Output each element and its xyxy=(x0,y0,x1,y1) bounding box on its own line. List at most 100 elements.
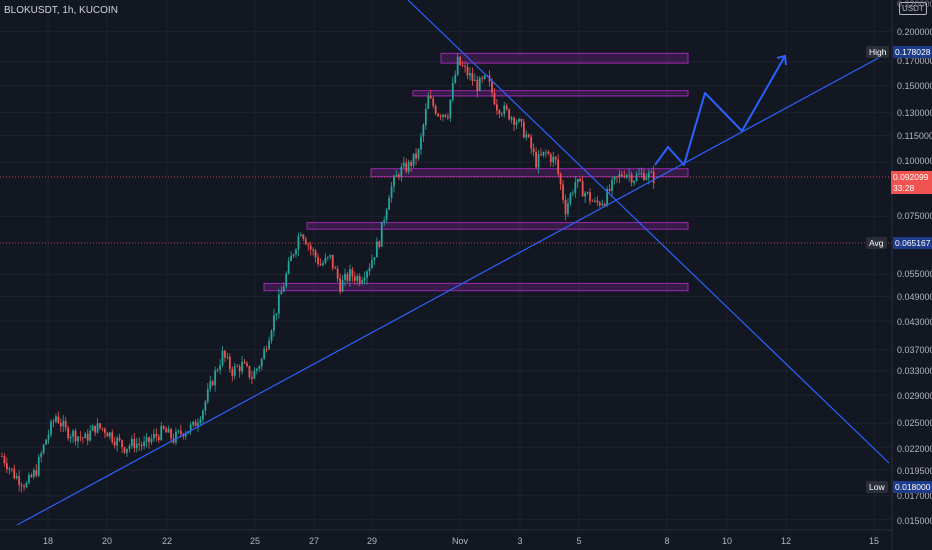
candle-body xyxy=(635,174,638,182)
candle-body xyxy=(547,151,550,155)
candle-body xyxy=(390,186,393,199)
candle-body xyxy=(189,424,192,432)
candle-body xyxy=(307,244,310,246)
low-marker-value: 0.018000 xyxy=(893,481,932,493)
candle-body xyxy=(116,437,119,446)
candle-body xyxy=(42,444,45,454)
candle-body xyxy=(81,437,84,439)
candle-body xyxy=(510,117,513,120)
candle-body xyxy=(243,361,246,364)
candle-body xyxy=(309,245,312,250)
candle-body xyxy=(155,433,158,437)
trendlines[interactable] xyxy=(16,0,890,526)
candles xyxy=(1,53,655,493)
candle-body xyxy=(476,79,479,92)
candle-body xyxy=(466,66,469,76)
candle-body xyxy=(50,421,52,435)
candle-body xyxy=(331,254,334,268)
candle-body xyxy=(25,482,28,488)
candle-body xyxy=(554,156,557,160)
candle-body xyxy=(35,470,38,476)
candle-body xyxy=(268,340,270,350)
candle-body xyxy=(557,159,560,174)
candle-body xyxy=(74,430,77,442)
candle-body xyxy=(197,422,199,427)
candle-body xyxy=(317,257,319,264)
candle-body xyxy=(275,313,278,315)
candle-body xyxy=(442,114,444,118)
price-label: 0.049000 xyxy=(897,292,932,302)
candle-body xyxy=(324,257,327,264)
candle-body xyxy=(32,470,35,477)
candle-body xyxy=(402,162,405,167)
candle-body xyxy=(513,117,515,125)
candle-body xyxy=(623,176,626,177)
candle-body xyxy=(184,433,187,437)
candle-body xyxy=(20,484,23,487)
candle-body xyxy=(277,294,280,314)
last-price-value: 0.092099 xyxy=(891,171,932,183)
candle-body xyxy=(427,96,430,109)
candle-body xyxy=(594,200,596,202)
price-label: 0.150000 xyxy=(897,81,932,91)
candle-body xyxy=(434,105,437,114)
currency-badge[interactable]: USDT xyxy=(899,2,927,15)
candle-body xyxy=(571,192,574,194)
candle-body xyxy=(199,419,202,423)
candle-body xyxy=(295,249,297,255)
candle-body xyxy=(647,172,650,178)
candle-body xyxy=(346,273,349,281)
candle-body xyxy=(537,154,540,168)
candle-body xyxy=(601,203,604,206)
resistance-trendline xyxy=(407,0,890,464)
candle-body xyxy=(503,105,506,115)
time-label: 27 xyxy=(308,536,320,546)
candle-body xyxy=(478,77,481,92)
time-label: 5 xyxy=(576,536,582,546)
candle-body xyxy=(447,116,449,118)
price-label: 0.033000 xyxy=(897,366,932,376)
candle-body xyxy=(358,276,361,284)
candle-body xyxy=(6,463,8,470)
resistance-zone xyxy=(263,282,689,292)
horizontal-zones[interactable] xyxy=(263,52,689,292)
candle-body xyxy=(339,278,341,292)
candle-body xyxy=(194,421,197,427)
candle-body xyxy=(606,189,609,206)
candle-body xyxy=(251,377,253,379)
candle-body xyxy=(598,202,601,206)
candle-body xyxy=(121,440,123,448)
candle-body xyxy=(520,119,523,122)
candle-body xyxy=(395,174,398,177)
candle-body xyxy=(236,366,239,368)
candle-body xyxy=(59,423,62,427)
candle-body xyxy=(150,438,153,443)
time-label: 15 xyxy=(868,536,880,546)
candle-body xyxy=(280,291,283,295)
candle-body xyxy=(375,241,378,258)
candle-body xyxy=(123,447,126,453)
candle-body xyxy=(496,104,498,111)
candle-body xyxy=(625,175,628,177)
candle-body xyxy=(231,368,234,376)
projection-path[interactable] xyxy=(654,54,787,166)
candle-body xyxy=(177,430,180,432)
candle-body xyxy=(643,172,645,180)
price-label: 0.043000 xyxy=(897,317,932,327)
candle-body xyxy=(72,430,74,437)
time-label: 12 xyxy=(780,536,792,546)
candle-body xyxy=(297,236,300,250)
candle-body xyxy=(549,154,552,163)
candle-body xyxy=(616,176,618,178)
candle-body xyxy=(464,65,466,67)
candle-body xyxy=(233,366,236,376)
price-label-top: 0.220000 xyxy=(897,0,932,9)
candle-body xyxy=(273,314,275,331)
candle-body xyxy=(415,153,417,159)
candle-body xyxy=(179,430,182,434)
price-label: 0.115000 xyxy=(897,131,932,141)
candle-body xyxy=(1,456,3,457)
candle-body xyxy=(226,356,229,358)
candle-body xyxy=(118,437,121,441)
